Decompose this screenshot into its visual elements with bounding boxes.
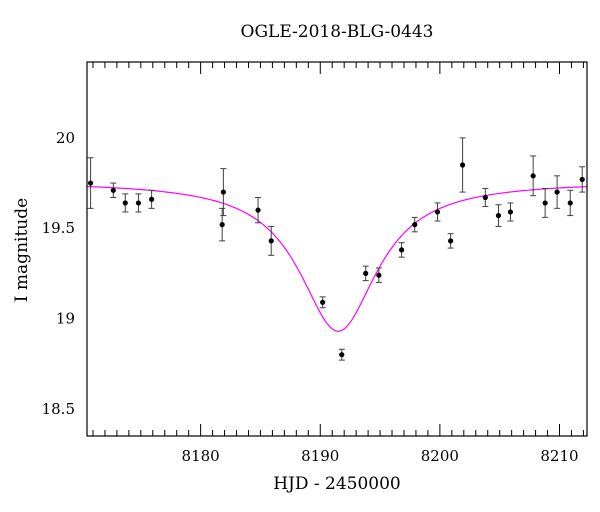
data-point [110, 182, 117, 199]
data-point-marker [495, 212, 502, 219]
data-point [338, 348, 345, 361]
data-point-marker [376, 272, 382, 278]
x-tick-label: 8200 [421, 447, 459, 465]
data-point [542, 187, 549, 218]
data-point-marker [554, 189, 560, 195]
data-point-marker [220, 189, 226, 195]
data-point [567, 189, 574, 217]
y-tick-label: 18.5 [42, 400, 75, 418]
data-point-marker [148, 196, 155, 202]
x-axis-label: HJD - 2450000 [273, 474, 401, 494]
data-point [459, 137, 466, 193]
plot-frame [86, 61, 588, 437]
data-point [507, 202, 514, 222]
data-point-marker [579, 176, 585, 183]
data-point [319, 296, 326, 309]
y-tick-label: 19 [56, 310, 75, 328]
data-point [135, 193, 142, 213]
data-point-marker [87, 180, 94, 186]
data-point-marker [135, 200, 142, 206]
data-point [482, 187, 489, 208]
data-point-marker [412, 222, 418, 228]
model-curve-group [86, 185, 588, 332]
axis-ticks: 8180 8190 8200 8210 18.5 19 19.5 20 [42, 62, 584, 465]
data-point [87, 157, 94, 209]
data-point [255, 197, 262, 224]
data-point-marker [268, 238, 274, 244]
x-tick-label: 8190 [301, 447, 339, 465]
data-point [362, 265, 369, 282]
data-point [398, 242, 405, 258]
data-point-marker [320, 299, 326, 305]
model-curve [86, 185, 588, 332]
data-point-marker [398, 247, 405, 253]
y-tick-label: 20 [56, 129, 75, 147]
x-tick-label: 8210 [540, 447, 578, 465]
data-point [122, 193, 129, 213]
data-point-marker [255, 207, 261, 213]
data-point [219, 207, 226, 242]
data-point-marker [530, 173, 536, 179]
data-points-group [87, 137, 586, 361]
data-point [579, 166, 586, 193]
data-point-marker [542, 200, 548, 206]
data-point-marker [339, 352, 345, 358]
data-point [495, 204, 502, 227]
data-point [220, 168, 227, 217]
data-point-marker [122, 200, 128, 206]
data-point-marker [448, 238, 454, 244]
data-point-marker [219, 222, 225, 228]
data-point-marker [434, 209, 441, 215]
data-point-marker [110, 187, 116, 193]
data-point [447, 233, 454, 249]
data-point-marker [507, 209, 514, 215]
data-point-marker [567, 200, 573, 206]
data-point [434, 202, 441, 222]
data-point [554, 175, 561, 209]
chart-title: OGLE-2018-BLG-0443 [240, 22, 434, 42]
data-point [375, 267, 382, 283]
x-tick-label: 8180 [182, 447, 220, 465]
data-point-marker [363, 270, 369, 276]
data-point [530, 155, 537, 197]
data-point-marker [482, 194, 488, 201]
data-point [148, 189, 155, 209]
data-point [268, 225, 275, 256]
data-point-marker [459, 162, 466, 168]
data-point [411, 216, 418, 233]
y-tick-label: 19.5 [42, 219, 75, 237]
